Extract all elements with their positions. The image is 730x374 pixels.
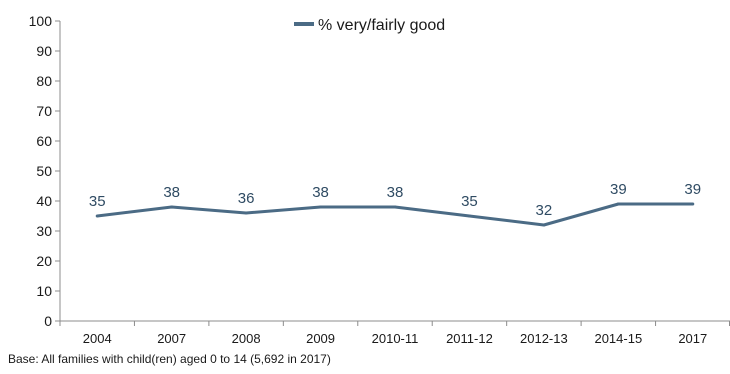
footnote: Base: All families with child(ren) aged … [8, 352, 331, 366]
data-point [691, 202, 695, 206]
y-tick-label: 50 [36, 163, 52, 179]
x-tick-label: 2004 [83, 331, 112, 346]
y-tick-label: 30 [36, 223, 52, 239]
x-tick-label: 2008 [232, 331, 261, 346]
data-label: 35 [461, 193, 478, 210]
data-point [467, 214, 471, 218]
series-layer [95, 202, 695, 227]
data-point [616, 202, 620, 206]
y-tick-label: 70 [36, 103, 52, 119]
y-tick-label: 80 [36, 73, 52, 89]
data-label: 39 [684, 181, 701, 198]
y-axis: 0 10 20 30 40 50 60 70 80 90 100 [29, 13, 61, 329]
x-tick-label: 2007 [157, 331, 186, 346]
data-label: 32 [536, 202, 553, 219]
data-label: 38 [387, 184, 404, 201]
y-tick-label: 60 [36, 133, 52, 149]
y-tick-label: 40 [36, 193, 52, 209]
x-tick-label: 2011-12 [446, 331, 493, 346]
x-tick-label: 2014-15 [594, 331, 642, 346]
data-point [170, 205, 174, 209]
data-point [319, 205, 323, 209]
data-label: 36 [238, 190, 255, 207]
data-point [95, 214, 99, 218]
legend: % very/fairly good [294, 17, 445, 34]
y-tick-label: 10 [36, 283, 52, 299]
data-label: 39 [610, 181, 627, 198]
data-label: 38 [312, 184, 329, 201]
x-tick-label: 2012-13 [520, 331, 568, 346]
data-point [542, 223, 546, 227]
data-labels: 35 38 36 38 38 35 32 39 39 [89, 181, 701, 219]
x-tick-label: 2010-11 [372, 331, 419, 346]
data-label: 38 [163, 184, 180, 201]
data-point [393, 205, 397, 209]
data-label: 35 [89, 193, 106, 210]
x-tick-label: 2009 [306, 331, 335, 346]
y-tick-label: 90 [36, 43, 52, 59]
x-axis: 2004 2007 2008 2009 2010-11 2011-12 2012-13 201… [59, 320, 730, 346]
y-tick-label: 100 [29, 13, 53, 29]
y-tick-label: 20 [36, 253, 52, 269]
x-tick-label: 2017 [678, 331, 707, 346]
y-tick-label: 0 [44, 313, 52, 329]
data-point [244, 211, 248, 215]
legend-label: % very/fairly good [318, 17, 445, 34]
